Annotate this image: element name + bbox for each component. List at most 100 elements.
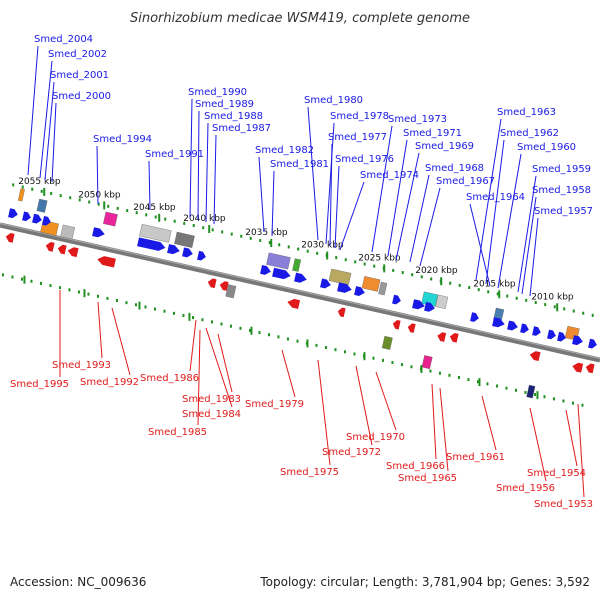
tick-dot: [240, 234, 243, 238]
forward-gene-arrow-shape: [424, 301, 435, 312]
feature-box: [361, 276, 381, 292]
reverse-gene-label: Smed_1956: [496, 483, 555, 494]
tick-dot: [211, 228, 214, 232]
reverse-label-leader: [205, 327, 233, 408]
forward-gene-arrow: [294, 272, 307, 283]
reverse-gene-label: Smed_1985: [148, 427, 207, 438]
tick-dot: [372, 356, 375, 360]
reverse-gene-arrow-shape: [57, 244, 67, 255]
reverse-gene-arrow: [337, 307, 346, 318]
tick-dot: [553, 305, 556, 309]
tick-dot: [496, 292, 499, 296]
reverse-gene-arrow-shape: [219, 281, 229, 291]
reverse-label-leader: [439, 387, 449, 472]
forward-label-leader: [39, 60, 53, 179]
feature-box: [139, 223, 172, 243]
accession-text: Accession: NC_009636: [10, 575, 146, 589]
reverse-gene-arrow-shape: [529, 351, 541, 362]
forward-gene-arrow-shape: [354, 286, 365, 297]
forward-gene-arrow: [572, 335, 583, 346]
tick-dot: [192, 224, 195, 228]
reverse-gene-label: Smed_1965: [398, 473, 457, 484]
feature-box: [36, 198, 48, 213]
reverse-label-leader: [189, 319, 197, 372]
forward-gene-label: Smed_1988: [204, 111, 263, 122]
reverse-gene-arrow-shape: [585, 363, 595, 374]
feature-box-rect: [266, 252, 291, 270]
tick-dot: [533, 393, 536, 397]
kbp-tick-label: 2015 kbp: [473, 279, 516, 289]
tick-dot: [145, 213, 148, 217]
feature-box-rect: [435, 294, 449, 309]
reverse-label-leader: [217, 333, 233, 393]
tick-dot: [552, 397, 555, 401]
reverse-gene-label: Smed_1970: [346, 432, 405, 443]
forward-label-leader: [371, 125, 393, 253]
forward-gene-arrow-shape: [272, 267, 291, 280]
reverse-label-leader: [577, 403, 585, 498]
tick-dot: [77, 290, 80, 294]
forward-gene-label: Smed_1991: [145, 149, 204, 160]
forward-gene-label: Smed_1976: [335, 154, 394, 165]
forward-label-leader: [307, 106, 319, 241]
feature-box-rect: [139, 223, 172, 243]
tick-dot: [449, 281, 452, 285]
tick-dot: [495, 384, 498, 388]
tick-dot: [239, 326, 242, 330]
tick-dot: [164, 217, 167, 221]
forward-gene-arrow-shape: [337, 282, 352, 293]
feature-box: [378, 281, 388, 296]
reverse-gene-label: Smed_1972: [322, 447, 381, 458]
forward-gene-label: Smed_1957: [534, 206, 593, 217]
forward-gene-arrow-shape: [320, 278, 331, 289]
reverse-gene-arrow-shape: [45, 242, 55, 252]
tick-dot: [135, 211, 138, 215]
tick-dot: [505, 386, 508, 390]
reverse-gene-arrow: [5, 233, 15, 243]
tick-dot: [353, 352, 356, 356]
forward-label-leader: [205, 122, 209, 223]
reverse-gene-label: Smed_1983: [182, 394, 241, 405]
forward-gene-arrow: [137, 237, 166, 251]
forward-gene-arrow: [42, 215, 51, 226]
tick-dot: [563, 307, 566, 311]
tick-dot: [486, 382, 489, 386]
feature-box-rect: [36, 198, 48, 213]
forward-gene-label: Smed_1978: [330, 111, 389, 122]
forward-gene-label: Smed_1987: [212, 123, 271, 134]
tick-dot: [410, 365, 413, 369]
tick-dot: [59, 194, 62, 198]
reverse-gene-arrow: [287, 298, 301, 309]
tick-dot: [467, 378, 470, 382]
forward-label-leader: [517, 175, 537, 293]
tick-dot: [154, 215, 157, 219]
forward-gene-label: Smed_1962: [500, 128, 559, 139]
reverse-label-leader: [111, 307, 131, 376]
tick-dot: [278, 243, 281, 247]
tick-dot: [210, 320, 213, 324]
tick-dot: [258, 331, 261, 335]
forward-gene-label: Smed_2002: [48, 49, 107, 60]
tick-dot: [487, 290, 490, 294]
reverse-gene-label: Smed_1986: [140, 373, 199, 384]
forward-label-leader: [325, 122, 335, 245]
forward-gene-arrow: [532, 326, 541, 336]
kbp-tick-label: 2055 kbp: [18, 177, 61, 187]
reverse-gene-label: Smed_1995: [10, 379, 69, 390]
reverse-gene-arrow: [529, 351, 541, 362]
forward-gene-arrow-shape: [42, 215, 51, 226]
forward-label-leader: [497, 153, 522, 289]
forward-gene-arrow: [557, 331, 566, 342]
forward-gene-arrow-shape: [137, 237, 166, 251]
tick-dot: [39, 281, 42, 285]
tick-dot: [354, 260, 357, 264]
reverse-gene-arrow-shape: [337, 307, 346, 318]
forward-gene-label: Smed_1959: [532, 164, 591, 175]
reverse-gene-arrow: [407, 323, 416, 333]
reverse-gene-arrow-shape: [67, 247, 79, 258]
tick-dot: [11, 275, 14, 279]
reverse-label-leader: [431, 383, 437, 460]
reverse-gene-arrow-shape: [407, 323, 416, 333]
